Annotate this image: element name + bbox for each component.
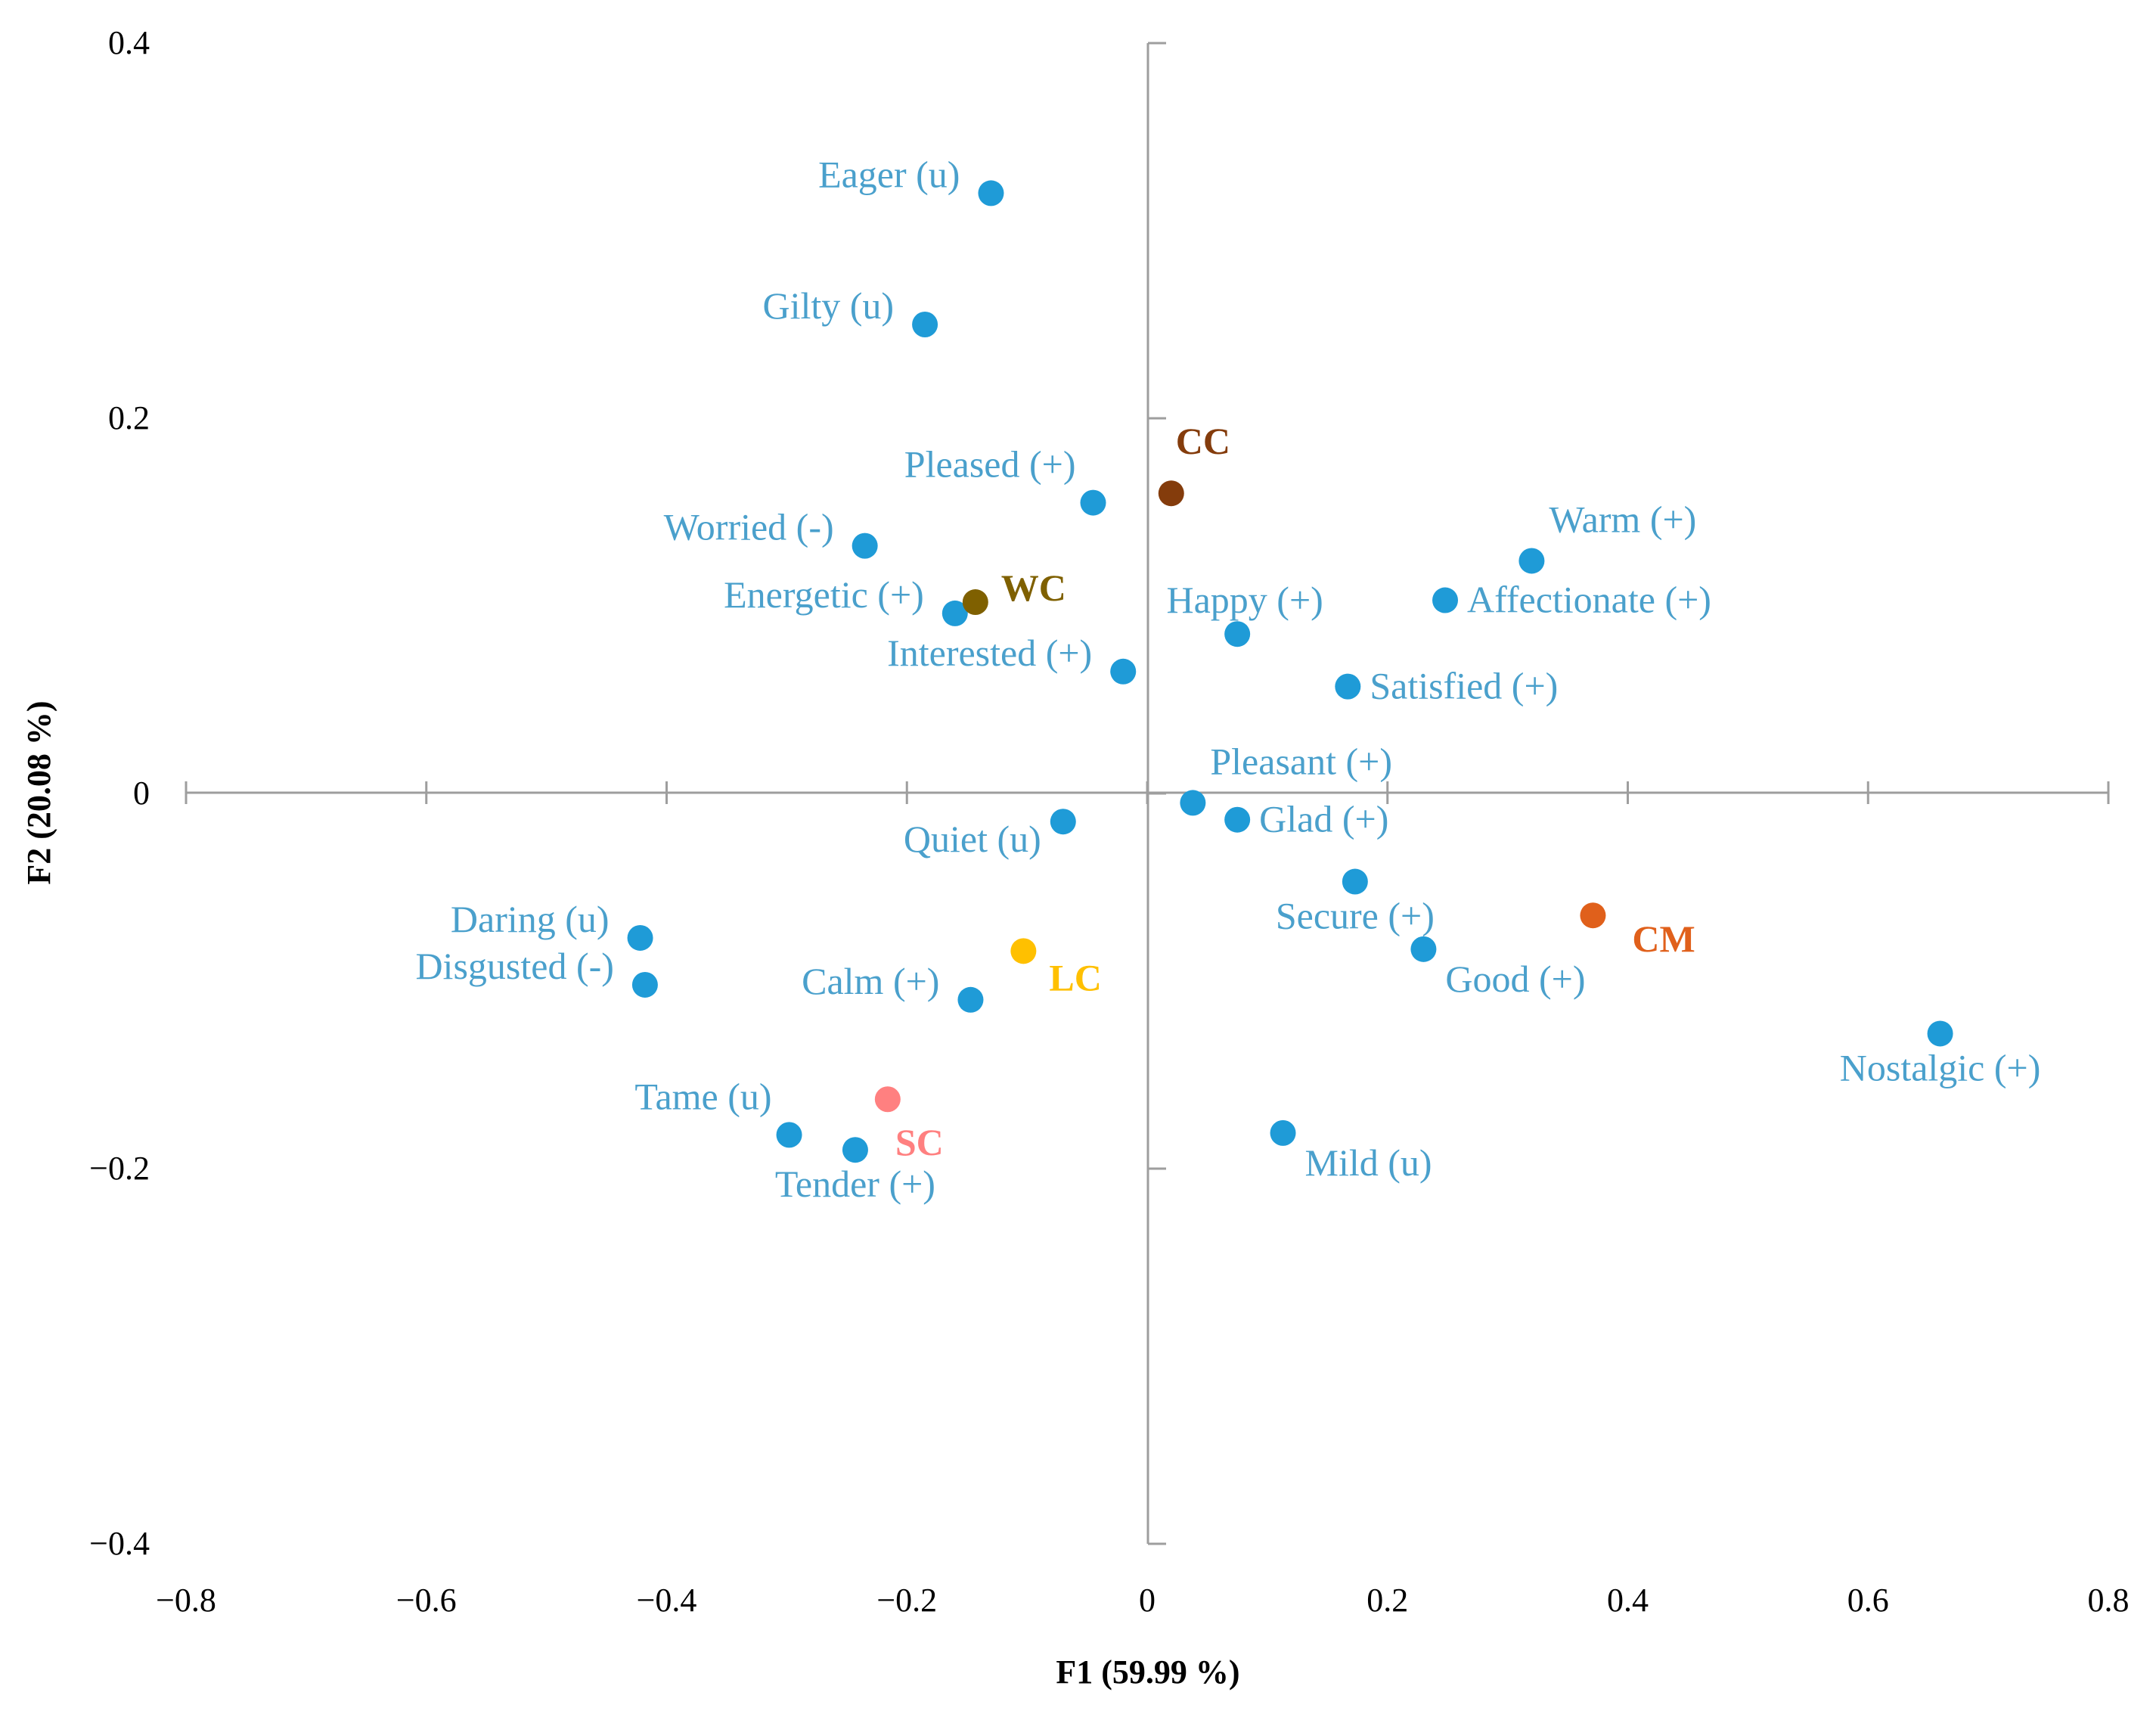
point-affectionate [1432, 587, 1459, 613]
label-tame-u: Tame (u) [634, 1075, 771, 1117]
point-warm [1519, 548, 1545, 574]
sample-point-cm [1580, 902, 1606, 929]
point-worried [852, 533, 878, 559]
label-mild-u: Mild (u) [1305, 1141, 1432, 1184]
label-energetic: Energetic (+) [724, 573, 924, 616]
label-interested: Interested (+) [887, 632, 1092, 674]
point-pleasant [1180, 790, 1206, 816]
point-nostalgic [1927, 1020, 1953, 1047]
sample-label-wc: WC [1001, 567, 1066, 609]
label-secure: Secure (+) [1276, 895, 1435, 937]
x-tick-label: 0.8 [2088, 1582, 2130, 1619]
y-tick-label: 0 [133, 775, 150, 812]
x-tick-label: −0.8 [156, 1582, 216, 1619]
y-tick-label: −0.4 [89, 1525, 150, 1562]
point-satisfied [1335, 673, 1361, 700]
point-calm [957, 986, 984, 1013]
sample-point-cc [1158, 480, 1184, 507]
point-labels: Eager (u) Gilty (u) Pleased (+) Worried (-)… [415, 153, 2040, 1205]
sample-point-lc [1010, 938, 1037, 964]
x-tick-label: −0.2 [876, 1582, 937, 1619]
sample-label-cm: CM [1632, 918, 1695, 960]
x-tick-label: 0 [1139, 1582, 1156, 1619]
point-secure [1342, 868, 1368, 895]
label-tender: Tender (+) [775, 1163, 935, 1205]
point-disgusted [631, 971, 658, 998]
x-axis-title: F1 (59.99 %) [1056, 1653, 1239, 1691]
y-tick-label: 0.2 [108, 399, 150, 436]
label-warm: Warm (+) [1549, 498, 1696, 540]
tick-labels: −0.8 −0.6 −0.4 −0.2 0 0.2 0.4 0.6 0.8 −0.4 −0.2 0 0.… [89, 24, 2129, 1619]
label-happy: Happy (+) [1167, 579, 1323, 621]
sample-label-cc: CC [1176, 420, 1230, 462]
x-tick-label: 0.6 [1847, 1582, 1889, 1619]
point-interested [1110, 658, 1137, 685]
point-glad [1224, 806, 1251, 833]
x-tick-label: −0.6 [396, 1582, 457, 1619]
label-glad: Glad (+) [1259, 798, 1388, 840]
label-satisfied: Satisfied (+) [1370, 665, 1558, 707]
point-mild-u [1270, 1119, 1296, 1146]
sample-point-sc [874, 1086, 901, 1113]
x-tick-label: 0.4 [1607, 1582, 1649, 1619]
label-pleasant: Pleasant (+) [1210, 740, 1392, 782]
sample-label-lc: LC [1049, 956, 1101, 998]
label-good: Good (+) [1445, 958, 1585, 1000]
point-tame-u [776, 1122, 802, 1148]
y-tick-label: −0.2 [89, 1150, 150, 1187]
point-gilty-u [912, 312, 938, 337]
point-energetic [942, 600, 968, 626]
sample-point-wc [962, 589, 988, 616]
point-pleased [1080, 489, 1106, 516]
data-points [627, 180, 1953, 1163]
point-daring-u [627, 924, 653, 951]
x-tick-label: −0.4 [637, 1582, 697, 1619]
axes [185, 42, 2110, 1545]
y-axis-title: F2 (20.08 %) [20, 700, 57, 884]
point-quiet-u [1050, 809, 1076, 835]
point-happy [1224, 621, 1251, 647]
label-quiet-u: Quiet (u) [904, 818, 1041, 860]
label-worried: Worried (-) [664, 506, 834, 548]
sample-label-sc: SC [895, 1121, 944, 1163]
label-calm: Calm (+) [802, 960, 939, 1002]
point-good [1410, 936, 1437, 962]
label-disgusted: Disgusted (-) [415, 945, 613, 987]
label-eager-u: Eager (u) [818, 153, 960, 195]
label-gilty-u: Gilty (u) [762, 284, 894, 327]
label-daring-u: Daring (u) [451, 898, 610, 940]
label-affectionate: Affectionate (+) [1467, 579, 1711, 621]
point-tender [842, 1137, 868, 1163]
label-nostalgic: Nostalgic (+) [1840, 1046, 2041, 1088]
y-tick-label: 0.4 [108, 24, 150, 61]
x-tick-label: 0.2 [1367, 1582, 1408, 1619]
point-eager-u [978, 180, 1004, 206]
label-pleased: Pleased (+) [904, 443, 1076, 486]
